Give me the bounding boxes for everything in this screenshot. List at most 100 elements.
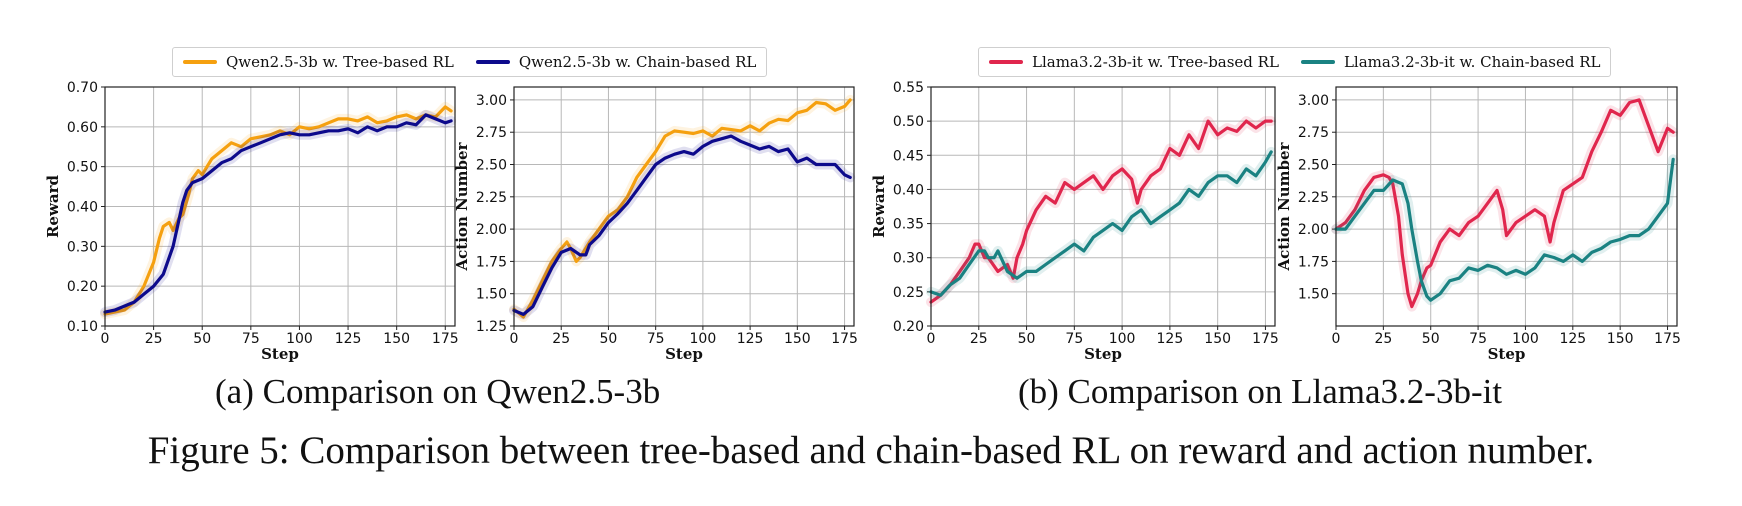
legend-entry-llama-tree: Llama3.2-3b-it w. Tree-based RL bbox=[989, 53, 1279, 71]
legend-swatch-qwen-chain bbox=[475, 60, 510, 64]
legend-label-qwen-tree: Qwen2.5-3b w. Tree-based RL bbox=[226, 53, 454, 71]
x-tick-label: 25 bbox=[970, 331, 988, 347]
series-line bbox=[512, 98, 852, 319]
series-line bbox=[103, 113, 453, 314]
subcaption-a: (a) Comparison on Qwen2.5-3b bbox=[215, 372, 661, 411]
y-tick-label: 1.50 bbox=[1298, 287, 1329, 303]
plot-frame bbox=[104, 86, 456, 327]
y-tick-label: 2.00 bbox=[476, 222, 507, 238]
x-tick-label: 50 bbox=[600, 331, 618, 347]
series-line bbox=[1334, 157, 1675, 302]
x-axis-label: Step bbox=[1084, 345, 1122, 363]
plot-frame bbox=[513, 86, 855, 327]
y-tick-label: 1.25 bbox=[476, 319, 507, 335]
legend-swatch-qwen-tree bbox=[183, 60, 217, 64]
y-tick-label: 2.50 bbox=[1298, 158, 1329, 174]
chart-panel-2: 0 25 50 75 100 125 150 175 1.25 1.50 1.75 2.00 2.25 2… bbox=[453, 86, 858, 363]
legend-b: Llama3.2-3b-it w. Tree-based RL Llama3.2… bbox=[978, 47, 1612, 77]
x-tick-label: 100 bbox=[1109, 331, 1136, 347]
chart-panel-3: 0 25 50 75 100 125 150 175 0.20 0.25 0.30 0.35 0.40 0… bbox=[870, 80, 1279, 363]
y-tick-label: 1.75 bbox=[476, 254, 507, 270]
x-axis-label: Step bbox=[1488, 345, 1526, 363]
y-axis-label: Action Number bbox=[1275, 141, 1293, 271]
y-tick-label: 0.60 bbox=[67, 120, 98, 136]
series-line bbox=[512, 134, 852, 316]
y-tick-label: 2.75 bbox=[476, 125, 507, 141]
y-tick-label: 1.75 bbox=[1298, 254, 1329, 270]
series-variance-band bbox=[926, 116, 1277, 308]
legend-entry-qwen-tree: Qwen2.5-3b w. Tree-based RL bbox=[183, 53, 454, 71]
plot-frame bbox=[1335, 86, 1678, 327]
x-tick-label: 125 bbox=[335, 331, 362, 347]
x-tick-label: 75 bbox=[647, 331, 665, 347]
x-tick-label: 75 bbox=[242, 331, 260, 347]
x-tick-label: 150 bbox=[784, 331, 811, 347]
y-tick-label: 0.10 bbox=[67, 319, 98, 335]
y-tick-label: 2.50 bbox=[476, 158, 507, 174]
y-tick-label: 0.45 bbox=[893, 148, 924, 164]
y-axis-label: Action Number bbox=[453, 141, 471, 271]
y-tick-label: 2.00 bbox=[1298, 222, 1329, 238]
y-tick-label: 3.00 bbox=[1298, 93, 1329, 109]
chart-panel-4: 0 25 50 75 100 125 150 175 1.50 1.75 2.00 2.25 2.50 2… bbox=[1275, 86, 1681, 363]
x-tick-label: 150 bbox=[383, 331, 410, 347]
y-tick-label: 2.25 bbox=[476, 190, 507, 206]
x-tick-label: 0 bbox=[1332, 331, 1341, 347]
x-tick-label: 100 bbox=[286, 331, 313, 347]
x-tick-label: 0 bbox=[927, 331, 936, 347]
y-tick-label: 0.55 bbox=[893, 80, 924, 96]
legend-swatch-llama-tree bbox=[989, 60, 1023, 64]
subcaption-b: (b) Comparison on Llama3.2-3b-it bbox=[1018, 372, 1503, 411]
x-tick-label: 175 bbox=[831, 331, 858, 347]
chart-panel-1: 0 25 50 75 100 125 150 175 0.10 0.20 0.30 0.40 0.50 0… bbox=[44, 80, 459, 363]
x-tick-label: 150 bbox=[1607, 331, 1634, 347]
series-line bbox=[929, 150, 1273, 297]
series-line bbox=[929, 119, 1273, 304]
y-tick-label: 0.20 bbox=[67, 279, 98, 295]
legend-swatch-llama-chain bbox=[1300, 60, 1335, 64]
legend-label-llama-chain: Llama3.2-3b-it w. Chain-based RL bbox=[1343, 53, 1601, 71]
figure-caption: Figure 5: Comparison between tree-based … bbox=[147, 429, 1595, 472]
x-tick-label: 75 bbox=[1065, 331, 1083, 347]
x-tick-label: 25 bbox=[552, 331, 570, 347]
y-tick-label: 0.70 bbox=[67, 80, 98, 96]
x-tick-label: 100 bbox=[690, 331, 717, 347]
legend-a: Qwen2.5-3b w. Tree-based RL Qwen2.5-3b w… bbox=[172, 47, 768, 77]
legend-entry-qwen-chain: Qwen2.5-3b w. Chain-based RL bbox=[475, 53, 756, 71]
y-tick-label: 0.40 bbox=[67, 200, 98, 216]
x-tick-label: 0 bbox=[510, 331, 519, 347]
y-tick-label: 0.40 bbox=[893, 182, 924, 198]
x-tick-label: 150 bbox=[1204, 331, 1231, 347]
y-tick-label: 0.50 bbox=[893, 114, 924, 130]
x-tick-label: 125 bbox=[737, 331, 764, 347]
x-tick-label: 75 bbox=[1469, 331, 1487, 347]
x-tick-label: 50 bbox=[1018, 331, 1036, 347]
x-tick-label: 125 bbox=[1559, 331, 1586, 347]
x-tick-label: 25 bbox=[1374, 331, 1392, 347]
x-axis-label: Step bbox=[665, 345, 703, 363]
x-tick-label: 100 bbox=[1512, 331, 1539, 347]
y-tick-label: 2.25 bbox=[1298, 190, 1329, 206]
series-line bbox=[1334, 98, 1675, 309]
legend-entry-llama-chain: Llama3.2-3b-it w. Chain-based RL bbox=[1300, 53, 1601, 71]
x-tick-label: 125 bbox=[1157, 331, 1184, 347]
x-tick-label: 175 bbox=[1252, 331, 1279, 347]
y-tick-label: 3.00 bbox=[476, 93, 507, 109]
x-tick-label: 50 bbox=[1422, 331, 1440, 347]
y-axis-label: Reward bbox=[870, 174, 888, 238]
y-tick-label: 0.30 bbox=[67, 239, 98, 255]
x-tick-label: 25 bbox=[145, 331, 163, 347]
x-tick-label: 0 bbox=[101, 331, 110, 347]
x-tick-label: 50 bbox=[193, 331, 211, 347]
y-tick-label: 0.20 bbox=[893, 319, 924, 335]
y-tick-label: 0.25 bbox=[893, 285, 924, 301]
y-tick-label: 2.75 bbox=[1298, 125, 1329, 141]
series-line bbox=[103, 105, 453, 316]
legend-label-llama-tree: Llama3.2-3b-it w. Tree-based RL bbox=[1032, 53, 1279, 71]
y-tick-label: 0.35 bbox=[893, 217, 924, 233]
y-axis-label: Reward bbox=[44, 174, 62, 238]
plot-frame bbox=[930, 86, 1276, 327]
y-tick-label: 1.50 bbox=[476, 287, 507, 303]
